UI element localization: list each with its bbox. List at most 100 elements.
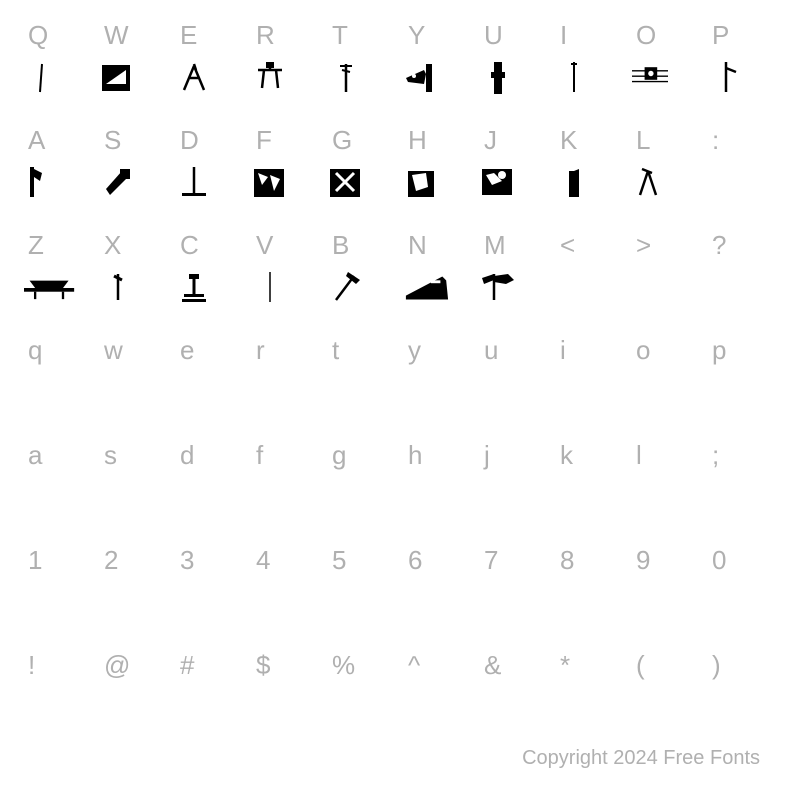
char-label: g xyxy=(332,440,346,471)
label-row-1: Q W E R T Y U I O P xyxy=(20,10,780,60)
glyph-E xyxy=(176,60,212,96)
glyph-row-6-empty xyxy=(20,585,780,635)
glyph-Q xyxy=(24,60,60,96)
char-label: N xyxy=(408,230,427,261)
label-row-5: a s d f g h j k l ; xyxy=(20,430,780,480)
font-character-map: Q W E R T Y U I O P A S D F G H J K L : xyxy=(20,10,780,690)
glyph-I xyxy=(556,60,592,96)
char-label: 2 xyxy=(104,545,118,576)
char-label: H xyxy=(408,125,427,156)
glyph-M xyxy=(480,270,520,306)
char-label: ) xyxy=(712,650,721,681)
glyph-row-2 xyxy=(20,165,780,215)
char-label: S xyxy=(104,125,121,156)
char-label: E xyxy=(180,20,197,51)
glyph-C xyxy=(176,270,212,306)
char-label: M xyxy=(484,230,506,261)
char-label: ( xyxy=(636,650,645,681)
char-label: h xyxy=(408,440,422,471)
char-label: 0 xyxy=(712,545,726,576)
glyph-O xyxy=(632,60,668,96)
char-label: 9 xyxy=(636,545,650,576)
char-label: I xyxy=(560,20,567,51)
char-label: X xyxy=(104,230,121,261)
char-label: Y xyxy=(408,20,425,51)
char-label: # xyxy=(180,650,194,681)
char-label: D xyxy=(180,125,199,156)
copyright-text: Copyright 2024 Free Fonts xyxy=(522,747,760,770)
char-label: A xyxy=(28,125,45,156)
char-label: > xyxy=(636,230,651,261)
char-label: 3 xyxy=(180,545,194,576)
label-row-6: 1 2 3 4 5 6 7 8 9 0 xyxy=(20,535,780,585)
char-label: u xyxy=(484,335,498,366)
char-label: V xyxy=(256,230,273,261)
glyph-P xyxy=(708,60,744,96)
char-label: ^ xyxy=(408,650,420,681)
char-label: U xyxy=(484,20,503,51)
char-label: f xyxy=(256,440,263,471)
char-label: K xyxy=(560,125,577,156)
char-label: @ xyxy=(104,650,130,681)
char-label: J xyxy=(484,125,497,156)
char-label: w xyxy=(104,335,123,366)
char-label: & xyxy=(484,650,501,681)
label-row-4: q w e r t y u i o p xyxy=(20,325,780,375)
char-label: Z xyxy=(28,230,44,261)
char-label: % xyxy=(332,650,355,681)
glyph-K xyxy=(556,165,592,201)
glyph-D xyxy=(176,165,212,201)
char-label: : xyxy=(712,125,719,156)
glyph-Z xyxy=(24,270,76,306)
char-label: q xyxy=(28,335,42,366)
char-label: 7 xyxy=(484,545,498,576)
glyph-row-3 xyxy=(20,270,780,320)
char-label: * xyxy=(560,650,570,681)
char-label: j xyxy=(484,440,490,471)
char-label: d xyxy=(180,440,194,471)
glyph-F xyxy=(252,165,288,201)
char-label: k xyxy=(560,440,573,471)
glyph-X xyxy=(100,270,136,306)
glyph-S xyxy=(100,165,136,201)
char-label: t xyxy=(332,335,339,366)
glyph-B xyxy=(328,270,364,306)
char-label: p xyxy=(712,335,726,366)
label-row-3: Z X C V B N M < > ? xyxy=(20,220,780,270)
char-label: $ xyxy=(256,650,270,681)
char-label: W xyxy=(104,20,129,51)
glyph-row-5-empty xyxy=(20,480,780,530)
glyph-row-4-empty xyxy=(20,375,780,425)
char-label: R xyxy=(256,20,275,51)
char-label: < xyxy=(560,230,575,261)
glyph-row-1 xyxy=(20,60,780,110)
glyph-R xyxy=(252,60,288,96)
glyph-L xyxy=(632,165,668,201)
glyph-W xyxy=(100,60,136,96)
char-label: a xyxy=(28,440,42,471)
char-label: B xyxy=(332,230,349,261)
char-label: 4 xyxy=(256,545,270,576)
glyph-A xyxy=(24,165,60,201)
glyph-Y xyxy=(404,60,440,96)
char-label: Q xyxy=(28,20,48,51)
char-label: P xyxy=(712,20,729,51)
char-label: l xyxy=(636,440,642,471)
char-label: e xyxy=(180,335,194,366)
char-label: r xyxy=(256,335,265,366)
char-label: ; xyxy=(712,440,719,471)
glyph-U xyxy=(480,60,516,96)
glyph-T xyxy=(328,60,364,96)
char-label: y xyxy=(408,335,421,366)
char-label: C xyxy=(180,230,199,261)
char-label: ? xyxy=(712,230,726,261)
label-row-7: ! @ # $ % ^ & * ( ) xyxy=(20,640,780,690)
char-label: L xyxy=(636,125,650,156)
char-label: G xyxy=(332,125,352,156)
glyph-J xyxy=(480,165,516,201)
char-label: F xyxy=(256,125,272,156)
char-label: 8 xyxy=(560,545,574,576)
glyph-V xyxy=(252,270,288,306)
char-label: O xyxy=(636,20,656,51)
char-label: T xyxy=(332,20,348,51)
